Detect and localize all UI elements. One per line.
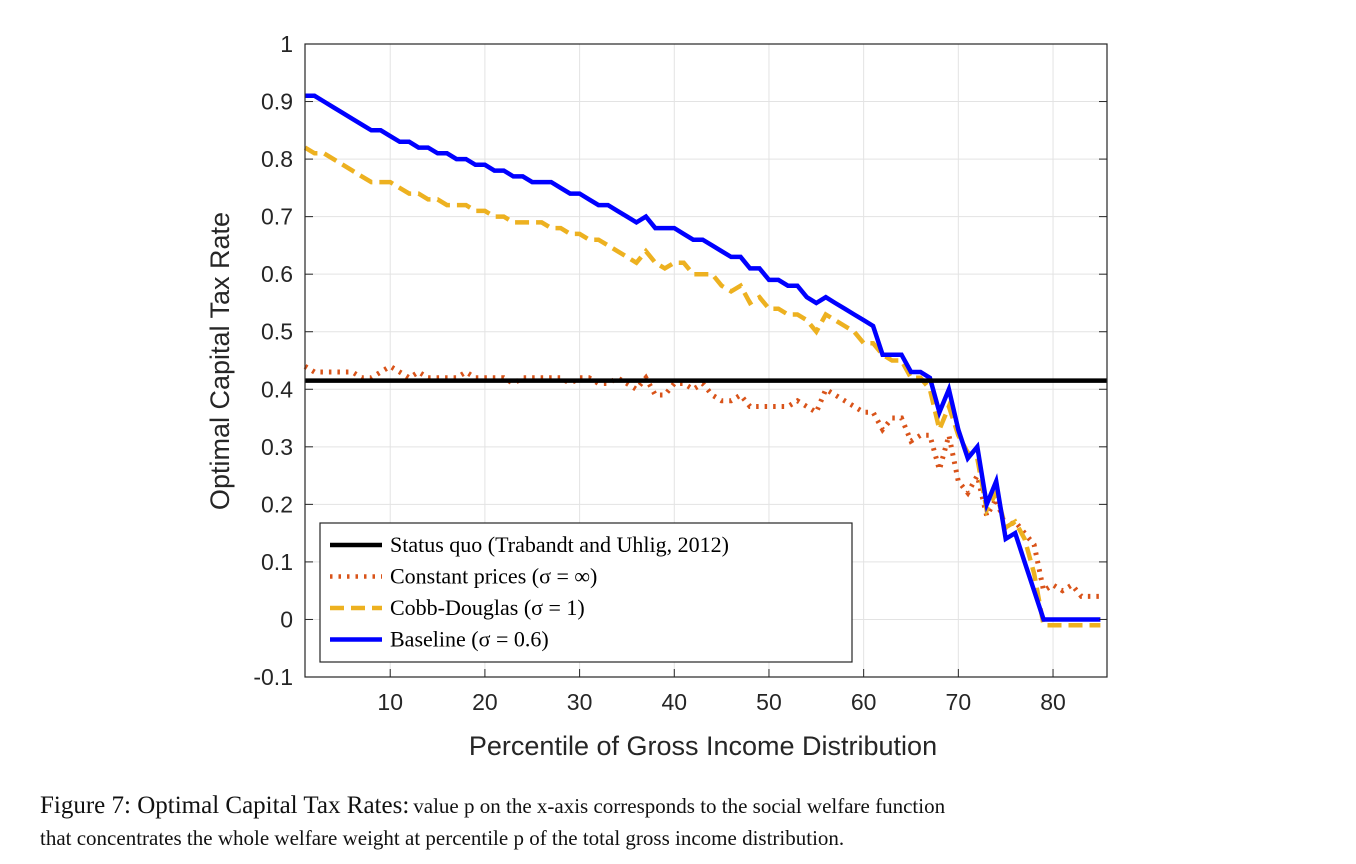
series-line-1: [303, 363, 1101, 599]
y-tick-label: 0: [280, 606, 293, 632]
plot-frame: [304, 43, 1108, 678]
x-tick-label: 80: [1040, 689, 1066, 715]
y-tick-label: 1: [280, 31, 293, 57]
y-tick-label: 0.4: [261, 376, 293, 402]
x-tick-label: 60: [851, 689, 877, 715]
chart: 10 20 30 40 50 60 70 80 -0.1 0 0.1 0.2 0.3 0.4 0.5 0.6 0…: [205, 31, 1108, 761]
legend-label-3: Baseline (σ = 0.6): [390, 627, 549, 652]
caption-lead: Figure 7: Optimal Capital Tax Rates:: [40, 792, 410, 819]
x-tick-label: 40: [661, 689, 687, 715]
y-tick-label: 0.6: [261, 261, 293, 287]
y-tick-label: 0.5: [261, 319, 293, 345]
y-tick-label: 0.9: [261, 89, 293, 115]
y-tick-label: 0.8: [261, 146, 293, 172]
caption-text-2: that concentrates the whole welfare weig…: [40, 826, 845, 850]
ticks: 10 20 30 40 50 60 70 80 -0.1 0 0.1 0.2 0.3 0.4 0.5 0.6 0…: [253, 31, 1107, 715]
x-tick-label: 10: [377, 689, 403, 715]
caption-line-1: Figure 7: Optimal Capital Tax Rates: val…: [40, 792, 945, 820]
series-line-3: [305, 93, 1101, 622]
legend-label-0: Status quo (Trabandt and Uhlig, 2012): [390, 532, 729, 557]
legend-label-2: Cobb-Douglas (σ = 1): [390, 595, 585, 620]
y-tick-label: 0.1: [261, 549, 293, 575]
x-tick-label: 20: [472, 689, 498, 715]
x-axis-label: Percentile of Gross Income Distribution: [469, 731, 937, 761]
legend: Status quo (Trabandt and Uhlig, 2012) Con…: [319, 522, 853, 663]
legend-box: [319, 522, 853, 663]
series-lines: [303, 93, 1107, 628]
y-tick-label: 0.7: [261, 204, 293, 230]
x-tick-label: 50: [756, 689, 782, 715]
y-axis-label: Optimal Capital Tax Rate: [205, 212, 235, 510]
x-tick-label: 30: [567, 689, 593, 715]
y-tick-label: 0.2: [261, 491, 293, 517]
y-tick-label: -0.1: [253, 664, 293, 690]
x-tick-label: 70: [946, 689, 972, 715]
caption-text-1: value p on the x-axis corresponds to the…: [413, 794, 946, 818]
legend-label-1: Constant prices (σ = ∞): [390, 564, 597, 589]
y-tick-label: 0.3: [261, 434, 293, 460]
